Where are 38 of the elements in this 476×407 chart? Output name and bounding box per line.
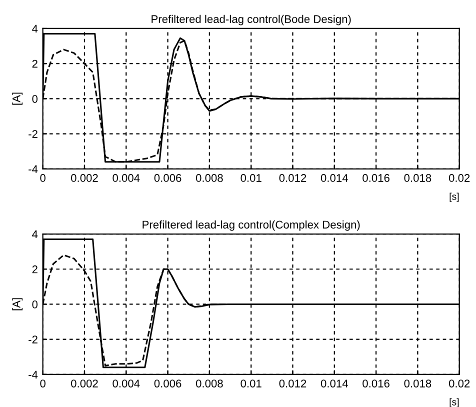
x-tick-label: 0.004 bbox=[112, 380, 140, 388]
y-tick-label: -2 bbox=[28, 130, 38, 138]
x-tick-label: 0.016 bbox=[362, 380, 390, 388]
y-tick-label: -4 bbox=[28, 370, 38, 378]
x-tick-label: 0.018 bbox=[404, 380, 432, 388]
y-tick-label: -2 bbox=[28, 336, 38, 344]
x-axis-title: [s] bbox=[450, 192, 459, 202]
x-tick-label: 0.014 bbox=[320, 380, 348, 388]
y-tick-label: -4 bbox=[28, 165, 38, 173]
x-tick-label: 0.002 bbox=[71, 174, 98, 182]
x-tick-label: 0.018 bbox=[404, 174, 432, 182]
x-tick-label: 0 bbox=[40, 174, 46, 182]
chart-title: Prefiltered lead-lag control(Complex Design) bbox=[142, 220, 360, 231]
y-tick-label: 0 bbox=[32, 300, 38, 308]
y-tick-label: 4 bbox=[32, 230, 38, 238]
y-axis-title: [A] bbox=[12, 298, 23, 310]
chart-title: Prefiltered lead-lag control(Bode Design) bbox=[152, 14, 351, 26]
y-axis-title: [A] bbox=[12, 92, 23, 105]
x-tick-label: 0 bbox=[40, 380, 46, 388]
x-tick-label: 0.012 bbox=[279, 174, 306, 182]
x-tick-label: 0.008 bbox=[196, 174, 223, 182]
x-tick-label: 0.006 bbox=[154, 174, 182, 182]
y-tick-label: 0 bbox=[32, 94, 38, 103]
x-tick-label: 0.01 bbox=[240, 174, 262, 182]
y-tick-label: 2 bbox=[32, 265, 38, 274]
x-tick-label: 0.012 bbox=[279, 380, 306, 388]
x-axis-title: [s] bbox=[450, 398, 459, 407]
x-tick-label: 0.014 bbox=[320, 174, 348, 182]
x-tick-label: 0.008 bbox=[196, 380, 223, 388]
x-tick-label: 0.004 bbox=[112, 174, 140, 182]
y-tick-label: 2 bbox=[32, 60, 38, 68]
x-tick-label: 0.02 bbox=[448, 174, 470, 182]
x-tick-label: 0.006 bbox=[154, 380, 182, 388]
x-tick-label: 0.02 bbox=[448, 380, 470, 388]
x-tick-label: 0.01 bbox=[240, 380, 262, 388]
x-tick-label: 0.002 bbox=[71, 380, 98, 388]
x-tick-label: 0.016 bbox=[362, 174, 390, 182]
y-tick-label: 4 bbox=[32, 24, 38, 33]
